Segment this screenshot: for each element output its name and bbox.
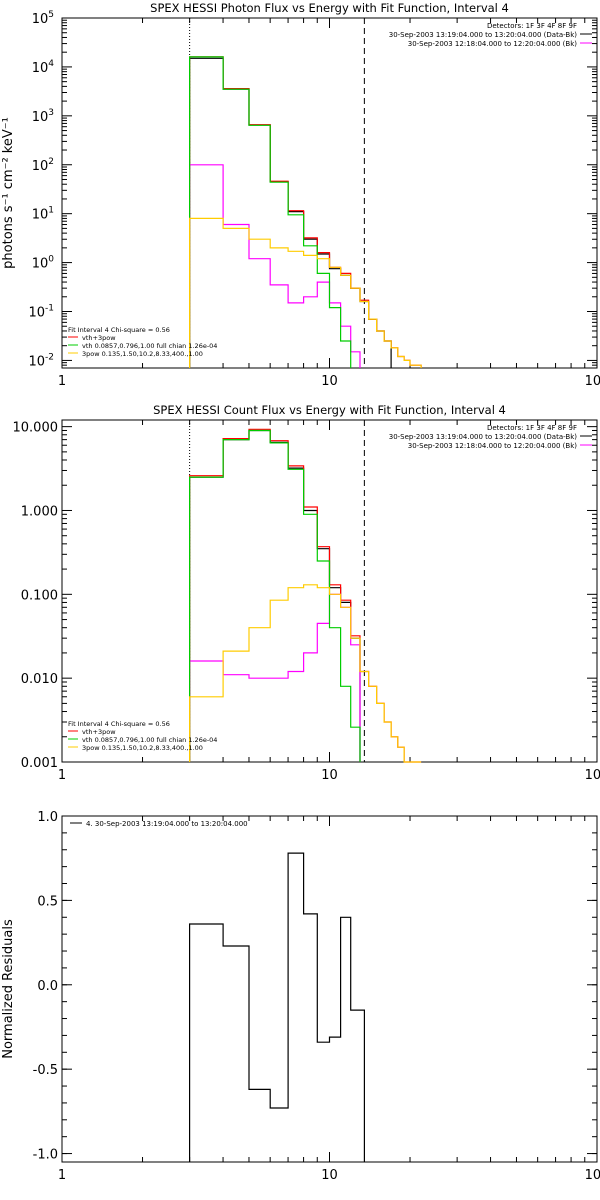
y-axis-label: Normalized Residuals [1, 919, 16, 1059]
x-tick-label: 100 [585, 768, 600, 783]
y-tick-label: 0.100 [21, 588, 58, 603]
y-tick-exponent: 1 [48, 206, 54, 216]
legend-entry: Fit Interval 4 Chi-square = 0.56 [68, 720, 170, 728]
legend-entry: 3pow 0.135,1.50,10.2,8.33,400.,1.00 [82, 350, 203, 358]
chart-panel-2: SPEX HESSI Count Flux vs Energy with Fit… [13, 403, 600, 783]
y-tick-exponent: 4 [48, 59, 54, 69]
plot-frame [61, 815, 598, 1163]
y-tick-label: 105 [32, 10, 54, 27]
series-0-histogram [189, 852, 365, 1162]
y-tick-base: 10 [28, 354, 45, 369]
chart-panel-1: SPEX HESSI Photon Flux vs Energy with Fi… [1, 1, 600, 389]
x-tick-label: 100 [585, 1168, 600, 1183]
series-4-histogram [189, 217, 422, 368]
chart-title: SPEX HESSI Photon Flux vs Energy with Fi… [150, 1, 509, 15]
y-tick-label: -0.5 [33, 1063, 58, 1078]
y-tick-exponent: 0 [48, 255, 54, 265]
chart-title: SPEX HESSI Count Flux vs Energy with Fit… [153, 403, 506, 417]
series-4-histogram [189, 584, 422, 763]
y-tick-exponent: 5 [48, 10, 54, 20]
legend-entry: 3pow 0.135,1.50,10.2,8.33,400.,1.00 [82, 744, 203, 752]
legend-entry: vth+3pow [82, 728, 116, 736]
y-tick-exponent: -2 [45, 352, 54, 362]
legend-entry: Detectors: 1F 3F 4F 8F 9F [487, 424, 577, 432]
series-0-histogram [189, 429, 361, 762]
y-tick-label: 10-2 [28, 352, 54, 369]
y-tick-exponent: 3 [48, 108, 54, 118]
series-1-histogram [189, 56, 422, 368]
plot-frame [61, 17, 598, 369]
y-tick-label: 1.000 [21, 504, 58, 519]
y-tick-base: 10 [32, 12, 49, 27]
x-tick-label: 1 [58, 374, 66, 389]
y-tick-label: 1.0 [37, 810, 58, 825]
y-tick-base: 10 [32, 257, 49, 272]
y-tick-label: 10-1 [28, 304, 54, 321]
y-tick-exponent: -1 [45, 304, 54, 314]
y-tick-label: 100 [32, 255, 55, 272]
y-tick-base: 10 [32, 159, 49, 174]
y-tick-label: 0.010 [21, 672, 58, 687]
series-0-histogram [189, 57, 392, 368]
y-tick-base: 10 [32, 110, 49, 125]
y-tick-label: -1.0 [33, 1148, 58, 1163]
y-tick-label: 0.5 [37, 894, 58, 909]
y-tick-base: 10 [32, 61, 49, 76]
y-tick-label: 0.001 [21, 756, 58, 771]
y-tick-label: 104 [32, 59, 55, 76]
legend-entry: Detectors: 1F 3F 4F 8F 9F [487, 22, 577, 30]
series-1-histogram [189, 428, 422, 763]
x-tick-label: 1 [58, 768, 66, 783]
x-tick-label: 10 [321, 374, 338, 389]
series-3-histogram [189, 429, 361, 762]
legend-entry: Fit Interval 4 Chi-square = 0.56 [68, 326, 170, 334]
x-tick-label: 10 [321, 1168, 338, 1183]
series-3-histogram [189, 56, 352, 368]
y-tick-base: 10 [28, 306, 45, 321]
y-tick-label: 102 [32, 157, 54, 174]
y-tick-exponent: 2 [48, 157, 54, 167]
y-axis-label: photons s⁻¹ cm⁻² keV⁻¹ [1, 117, 16, 269]
legend-entry: vth 0.0857,0.796,1.00 full chian 1.26e-0… [82, 736, 217, 744]
x-tick-label: 10 [321, 768, 338, 783]
y-tick-label: 0.0 [37, 979, 58, 994]
chart-panel-3: 1 10 100 -1.0 -0.5 0.0 0.5 1.0 Normalized Residu… [1, 810, 600, 1183]
y-tick-label: 101 [32, 206, 54, 223]
legend-entry: 30-Sep-2003 12:18:04.000 to 12:20:04.000… [408, 442, 578, 450]
legend-entry: 30-Sep-2003 13:19:04.000 to 13:20:04.000… [389, 433, 578, 441]
legend-entry: vth 0.0857,0.796,1.00 full chian 1.26e-0… [82, 342, 217, 350]
legend-entry: 30-Sep-2003 12:18:04.000 to 12:20:04.000… [408, 40, 578, 48]
y-tick-label: 10.000 [13, 421, 59, 436]
legend-entry: 4. 30-Sep-2003 13:19:04.000 to 13:20:04.… [86, 820, 248, 828]
y-tick-base: 10 [32, 208, 49, 223]
series-2-histogram [189, 164, 361, 368]
legend-entry: 30-Sep-2003 13:19:04.000 to 13:20:04.000… [389, 31, 578, 39]
x-tick-label: 1 [58, 1168, 66, 1183]
x-tick-label: 100 [585, 374, 600, 389]
y-tick-label: 103 [32, 108, 54, 125]
legend-entry: vth+3pow [82, 334, 116, 342]
